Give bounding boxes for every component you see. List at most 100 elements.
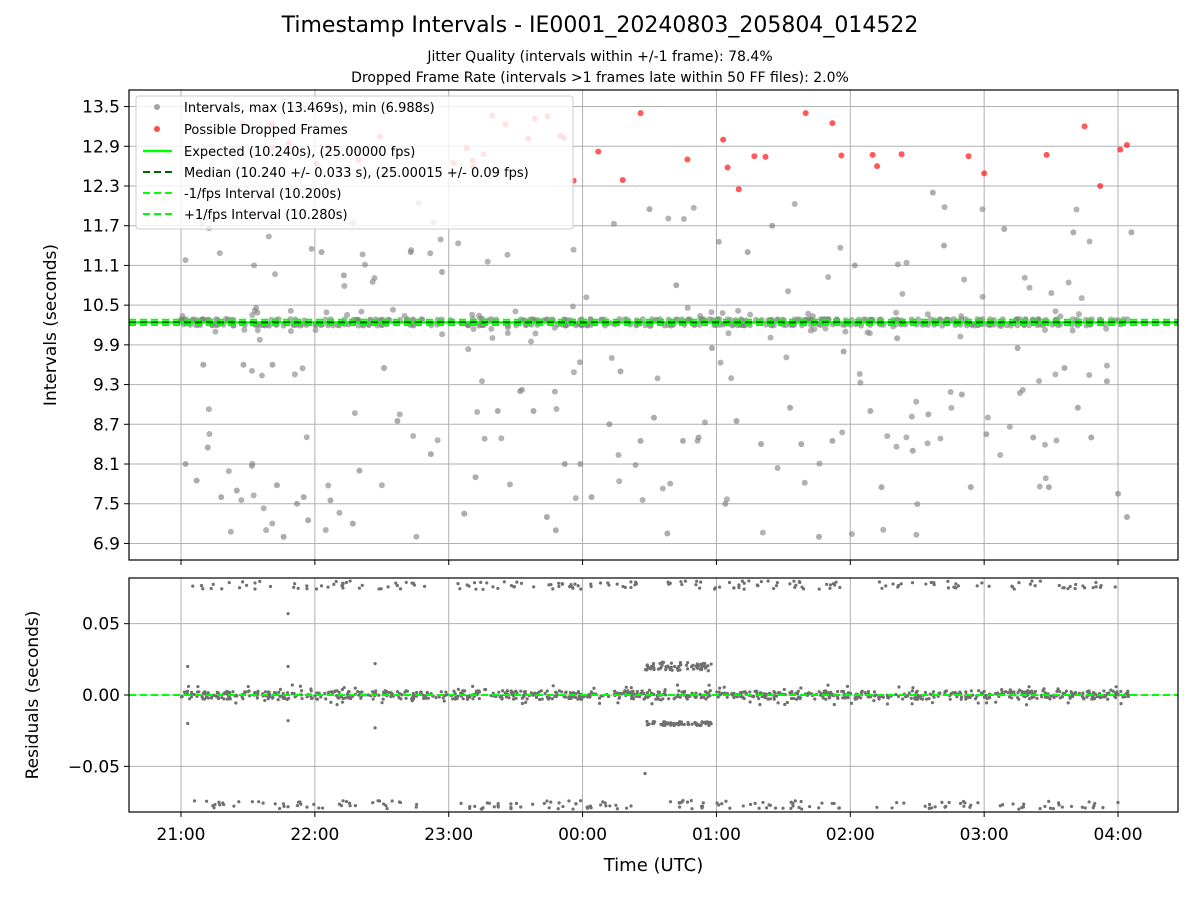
residual-point <box>692 667 696 671</box>
interval-point <box>258 372 265 379</box>
residual-point <box>453 697 458 701</box>
residual-point <box>800 807 804 811</box>
residual-point <box>682 722 686 727</box>
residual-point <box>980 581 984 585</box>
residual-point <box>1101 806 1105 810</box>
residual-point <box>695 579 699 583</box>
residual-point <box>1000 803 1005 807</box>
interval-point <box>661 322 668 329</box>
residual-point <box>533 691 537 695</box>
residual-point <box>444 690 448 694</box>
residual-point <box>614 803 618 807</box>
interval-point <box>361 261 368 268</box>
residual-point <box>514 689 518 693</box>
interval-point <box>1065 279 1072 286</box>
residual-point <box>465 583 469 587</box>
residual-point <box>554 694 559 699</box>
residual-point <box>826 683 830 687</box>
residual-point <box>384 804 388 808</box>
residual-point <box>1102 689 1106 693</box>
residual-point <box>819 693 823 697</box>
residual-point <box>860 689 864 693</box>
residual-point <box>515 580 519 584</box>
residual-point <box>629 804 633 808</box>
residual-point <box>442 699 446 703</box>
interval-point <box>1069 327 1076 334</box>
residual-point <box>690 807 694 811</box>
residual-point <box>340 700 344 704</box>
interval-point <box>961 276 968 283</box>
residual-point <box>702 664 706 668</box>
residual-point <box>885 702 890 706</box>
residual-point <box>961 799 966 804</box>
residual-point <box>492 805 496 809</box>
interval-point <box>358 308 365 315</box>
interval-point <box>878 484 885 491</box>
residual-point <box>686 722 691 727</box>
residual-point <box>1010 584 1014 588</box>
residual-point <box>404 689 408 693</box>
residual-point <box>679 580 683 584</box>
residual-point <box>1011 802 1015 806</box>
residual-point <box>329 700 333 704</box>
residual-point <box>1064 689 1069 693</box>
residual-point <box>380 701 384 705</box>
interval-point <box>822 325 829 332</box>
interval-point <box>299 365 306 372</box>
residual-point <box>976 701 980 705</box>
residual-point <box>678 668 682 672</box>
interval-point <box>204 444 211 451</box>
residual-point <box>911 686 915 690</box>
residual-point <box>794 691 798 695</box>
bottom-ytick-label: 0.00 <box>82 686 120 706</box>
residual-point <box>884 584 888 588</box>
residual-point <box>704 697 708 701</box>
residual-point <box>439 690 443 694</box>
residual-point <box>286 719 290 723</box>
residual-point <box>744 691 748 695</box>
interval-point <box>182 461 189 468</box>
residual-point <box>741 695 745 700</box>
residual-point <box>395 690 400 694</box>
interval-point <box>577 461 584 468</box>
residual-point <box>543 691 547 695</box>
residual-point <box>617 696 621 700</box>
residual-point <box>411 691 415 696</box>
interval-point <box>249 311 256 318</box>
residual-point <box>716 695 720 699</box>
residual-point <box>1106 697 1110 701</box>
interval-point <box>1052 371 1059 378</box>
bottom-xtick-label: 04:00 <box>1094 825 1143 845</box>
residual-point <box>1092 803 1096 808</box>
interval-point <box>381 365 388 372</box>
interval-point <box>654 375 661 382</box>
residual-point <box>679 663 683 667</box>
legend-label: -1/fps Interval (10.200s) <box>184 187 341 202</box>
residual-point <box>705 691 709 695</box>
residual-point <box>579 587 583 591</box>
residual-point <box>557 584 561 589</box>
residual-point <box>808 805 812 809</box>
residual-point <box>707 683 711 687</box>
interval-point <box>941 204 948 211</box>
residual-point <box>966 695 970 699</box>
residual-point <box>1056 801 1061 805</box>
residual-point <box>185 689 190 693</box>
legend: Intervals, max (13.469s), min (6.988s) Po… <box>135 95 574 230</box>
residual-point <box>649 691 653 695</box>
residual-point <box>557 801 561 805</box>
residual-point <box>319 695 323 699</box>
residual-point <box>463 689 467 693</box>
residual-point <box>321 806 325 810</box>
residual-point <box>825 582 829 586</box>
residual-point <box>564 695 568 699</box>
residual-point <box>747 579 751 583</box>
interval-point <box>719 310 726 317</box>
interval-point <box>708 345 715 352</box>
residual-point <box>727 580 732 585</box>
residual-point <box>1043 804 1047 809</box>
residual-point <box>434 695 438 700</box>
interval-point <box>205 406 212 413</box>
residual-point <box>337 802 342 806</box>
residual-point <box>817 806 821 810</box>
